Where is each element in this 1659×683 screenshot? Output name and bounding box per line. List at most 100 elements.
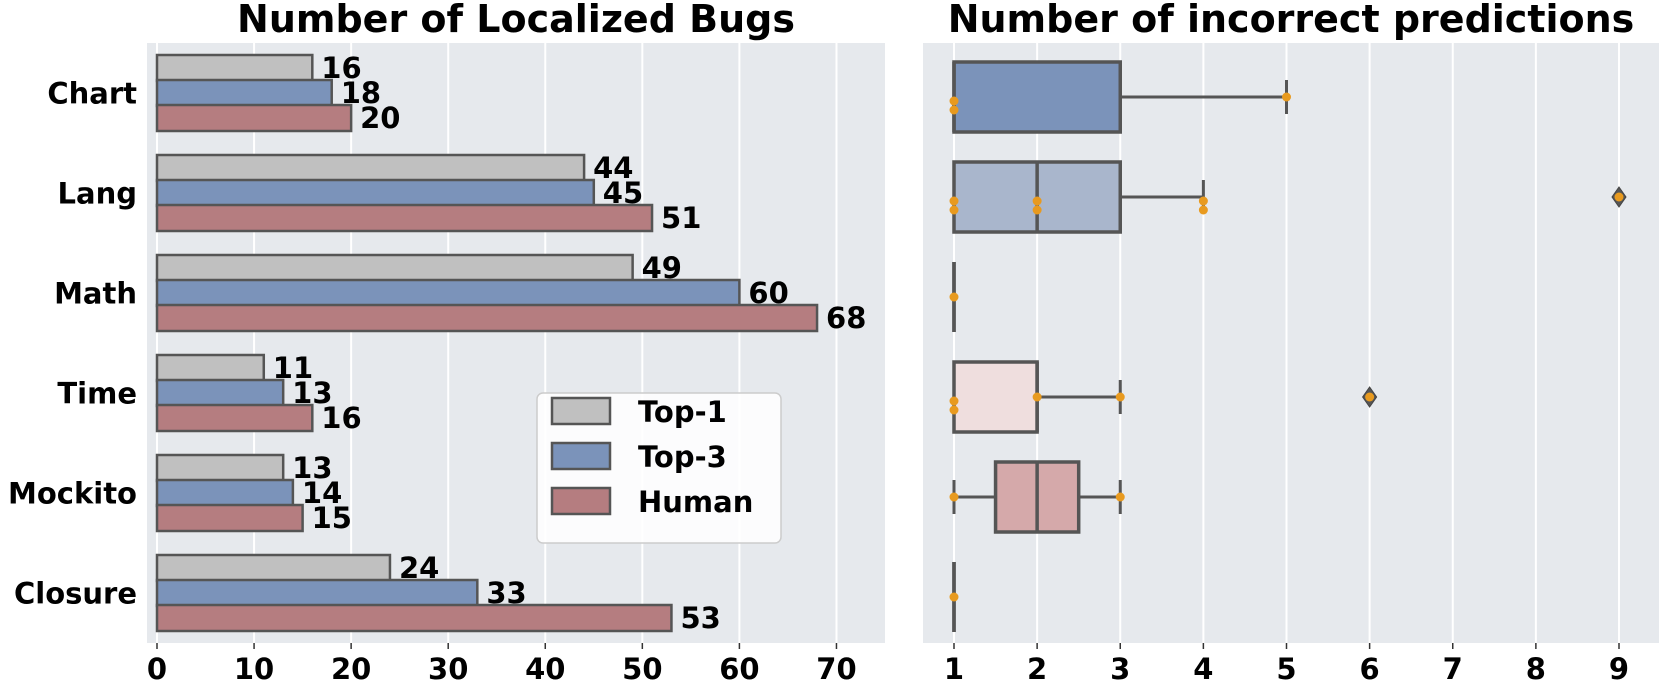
bar-chart-x-tick-label: 50: [622, 652, 662, 683]
bar-math-top-3: [155, 278, 741, 308]
legend-label: Human: [638, 485, 753, 519]
bar-value-label: 15: [312, 501, 352, 535]
bar-math-top-1: [155, 253, 634, 283]
legend: Top-1 Top-3 Human: [536, 392, 782, 544]
swarm-point-chart: [949, 96, 959, 106]
bar-value-label: 16: [321, 401, 361, 435]
bar-chart-x-tick-label: 0: [147, 652, 167, 683]
swarm-point-lang: [1198, 196, 1208, 206]
swarm-point-time: [1032, 392, 1042, 402]
bar-value-label: 53: [680, 601, 720, 635]
bar-time-top-1: [155, 353, 266, 383]
bar-time-human: [155, 403, 314, 433]
box-plot-x-tick-labels: 1 2 3 4 5 6 7 8 9: [944, 643, 1629, 683]
swarm-point-time: [1365, 392, 1375, 402]
bar-value-label: 44: [593, 151, 633, 185]
swarm-point-lang: [949, 196, 959, 206]
bar-chart-x-tick-label: 40: [525, 652, 565, 683]
box-plot-panel: 1 2 3 4 5 6 7 8 9 Number of incorrect prediction…: [923, 0, 1659, 683]
bar-chart-category-label: Chart: [47, 77, 137, 111]
box-plot-x-tick-label: 4: [1193, 652, 1213, 683]
bar-chart-title: Number of Localized Bugs: [237, 0, 795, 41]
box-plot-gridlines: [953, 43, 1620, 643]
swarm-point-lang: [1032, 205, 1042, 215]
box-time: [952, 360, 1039, 434]
swarm-point-time: [949, 405, 959, 415]
bar-chart-bars: [155, 53, 819, 633]
swarm-point-lang: [1198, 205, 1208, 215]
bar-value-label: 24: [399, 551, 439, 585]
bar-chart-category-label: Math: [54, 277, 137, 311]
box-plot-title: Number of incorrect predictions: [948, 0, 1635, 41]
bar-lang-top-1: [155, 153, 586, 183]
bar-lang-human: [155, 203, 654, 233]
bar-closure-human: [155, 603, 673, 633]
bar-mockito-human: [155, 503, 304, 533]
box-plot-x-tick-label: 9: [1609, 652, 1629, 683]
bar-closure-top-3: [155, 578, 479, 608]
bar-value-label: 45: [603, 176, 643, 210]
swarm-point-time: [949, 396, 959, 406]
bar-chart-x-tick-label: 60: [719, 652, 759, 683]
box-plot-x-tick-label: 2: [1027, 652, 1047, 683]
swarm-point-time: [1115, 392, 1125, 402]
swarm-point-lang: [949, 205, 959, 215]
bar-mockito-top-1: [155, 453, 285, 483]
bar-chart-plot-area: [147, 43, 885, 643]
bar-value-label: 33: [486, 576, 526, 610]
bar-closure-top-1: [155, 553, 392, 583]
bar-value-label: 68: [826, 301, 866, 335]
bar-lang-top-3: [155, 178, 596, 208]
box-plot-x-tick-label: 7: [1443, 652, 1463, 683]
bar-chart-gridlines: [156, 43, 838, 643]
box-plot-boxes: [949, 60, 1627, 632]
bar-chart-top-3: [155, 78, 333, 108]
bar-value-label: 60: [748, 276, 788, 310]
bar-value-label: 16: [321, 51, 361, 85]
bar-value-label: 14: [302, 476, 342, 510]
bar-chart-category-label: Mockito: [8, 477, 137, 511]
bar-value-label: 49: [642, 251, 682, 285]
bar-mockito-top-3: [155, 478, 295, 508]
bar-chart-x-tick-labels: 0 10 20 30 40 50 60 70: [147, 643, 857, 683]
box-plot-x-tick-label: 1: [944, 652, 964, 683]
bar-value-label: 11: [273, 351, 313, 385]
bar-chart-x-tick-label: 70: [816, 652, 856, 683]
bar-time-top-3: [155, 378, 285, 408]
box-chart: [952, 60, 1122, 134]
bar-chart-category-label: Lang: [58, 177, 137, 211]
bar-value-label: 51: [661, 201, 701, 235]
box-plot-x-tick-label: 8: [1526, 652, 1546, 683]
bar-chart-human: [155, 103, 353, 133]
swarm-point-lang: [1614, 192, 1624, 202]
bar-value-label: 13: [292, 451, 332, 485]
swarm-point-math: [949, 292, 959, 302]
box-plot-x-tick-label: 3: [1110, 652, 1130, 683]
bar-math-human: [155, 303, 819, 333]
bar-chart-x-tick-label: 20: [331, 652, 371, 683]
bar-value-label: 20: [360, 101, 400, 135]
legend-swatch-top-3: [550, 441, 612, 471]
swarm-point-mockito: [949, 492, 959, 502]
bar-chart-category-label: Closure: [14, 577, 137, 611]
swarm-point-lang: [1032, 196, 1042, 206]
bar-chart-x-tick-label: 10: [234, 652, 274, 683]
bar-value-label: 13: [292, 376, 332, 410]
bar-chart-x-tick-label: 30: [428, 652, 468, 683]
bar-chart-top-1: [155, 53, 314, 83]
swarm-point-chart: [949, 105, 959, 115]
swarm-point-chart: [1282, 92, 1291, 102]
box-plot-x-tick-label: 5: [1276, 652, 1296, 683]
swarm-point-closure: [949, 592, 959, 602]
bar-chart-category-labels: Chart Lang Math Time Mockito Closure: [8, 77, 137, 611]
bar-chart-category-label: Time: [57, 377, 137, 411]
legend-label: Top-3: [638, 440, 727, 474]
legend-swatch-top-1: [550, 396, 612, 426]
bar-value-label: 18: [341, 76, 381, 110]
box-plot-x-tick-label: 6: [1360, 652, 1380, 683]
legend-label: Top-1: [638, 395, 727, 429]
legend-swatch-human: [550, 486, 612, 516]
swarm-point-mockito: [1115, 492, 1125, 502]
